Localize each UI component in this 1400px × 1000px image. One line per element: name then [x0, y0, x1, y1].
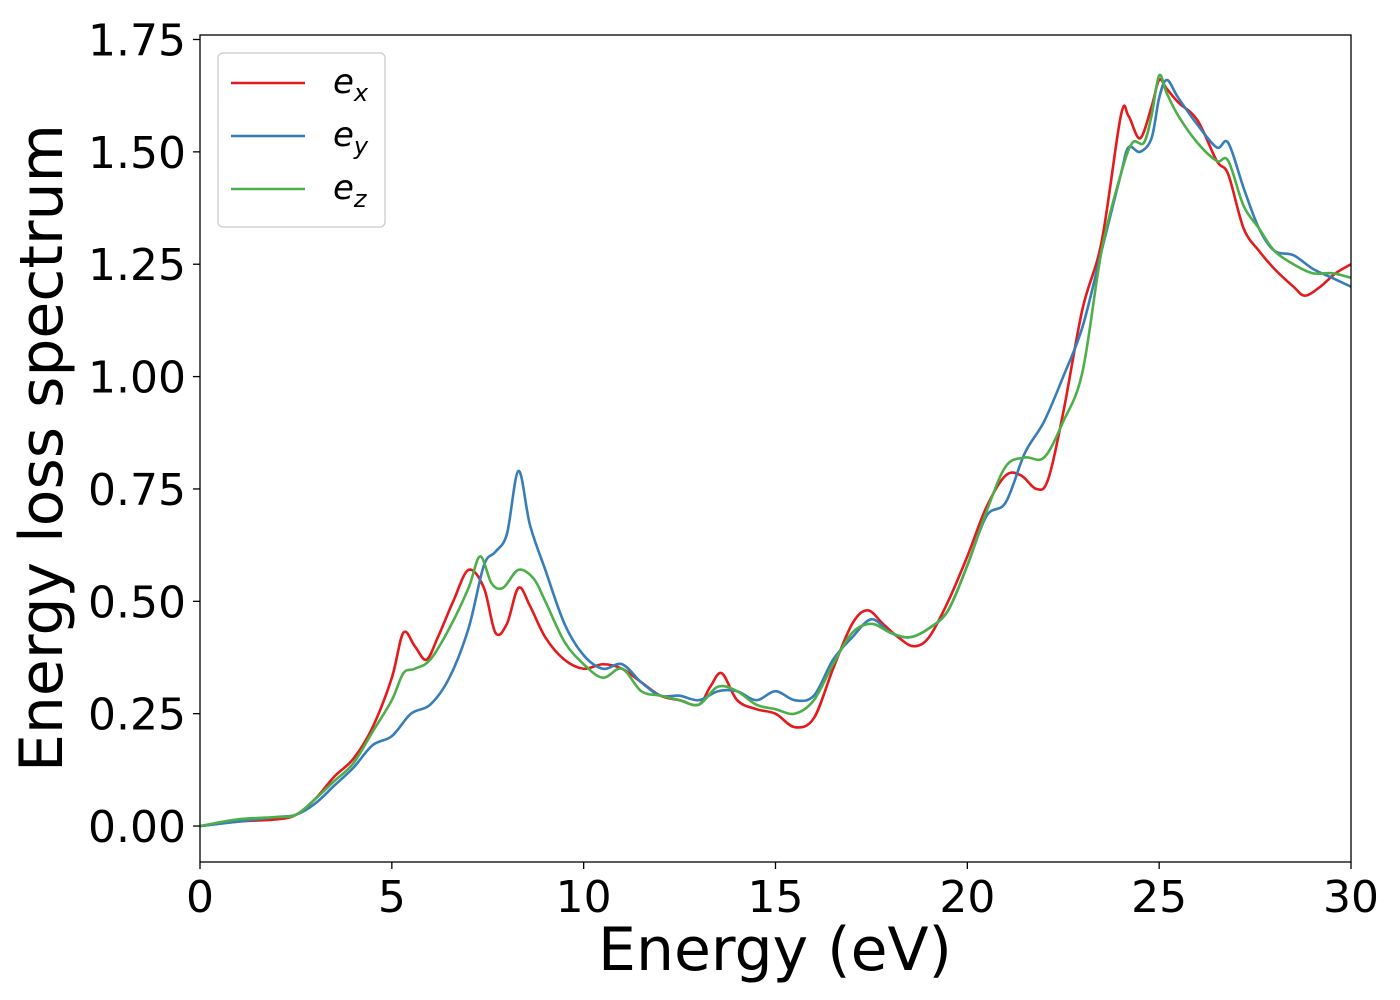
- x-tick-label: 25: [1131, 872, 1187, 923]
- series-layer: [200, 73, 1351, 828]
- series-line-x: [200, 78, 1351, 828]
- legend-label-y: ey: [333, 115, 369, 160]
- y-tick-label: 0.50: [88, 577, 186, 628]
- x-tick-label: 10: [556, 872, 612, 923]
- y-tick-label: 0.75: [88, 465, 186, 516]
- x-axis: 0 5 10 15 20 25 30: [186, 862, 1379, 923]
- legend: ex ey ez: [217, 52, 386, 228]
- y-tick-label: 1.75: [88, 15, 186, 66]
- x-axis-label: Energy (eV): [598, 915, 952, 985]
- y-axis: 0.00 0.25 0.50 0.75 1.00 1.25 1.50 1.75: [88, 15, 200, 853]
- y-tick-label: 1.25: [88, 240, 186, 291]
- y-tick-label: 0.25: [88, 690, 186, 741]
- series-line-z: [200, 73, 1351, 828]
- x-tick-label: 30: [1323, 872, 1379, 923]
- y-tick-label: 1.00: [88, 353, 186, 404]
- y-tick-label: 1.50: [88, 128, 186, 179]
- x-tick-label: 0: [186, 872, 214, 923]
- x-tick-label: 20: [939, 872, 995, 923]
- series-line-y: [200, 78, 1351, 828]
- legend-label-x: ex: [333, 62, 369, 107]
- y-axis-label: Energy loss spectrum: [7, 124, 77, 772]
- x-tick-label: 15: [748, 872, 804, 923]
- legend-box: [217, 52, 386, 228]
- x-tick-label: 5: [378, 872, 406, 923]
- y-tick-label: 0.00: [88, 802, 186, 853]
- legend-label-z: ez: [333, 168, 368, 213]
